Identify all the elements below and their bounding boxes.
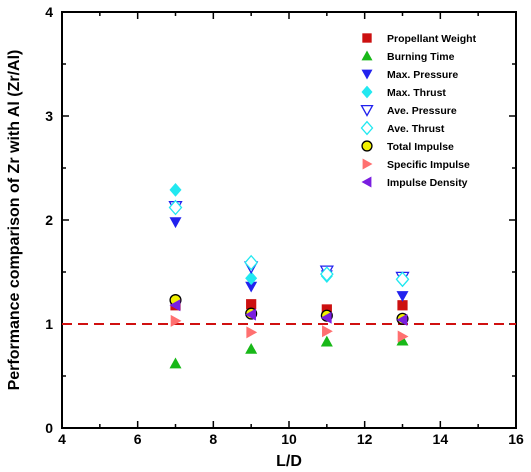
data-point [322,325,333,338]
x-tick-label: 8 [209,431,217,447]
data-point [320,311,332,324]
legend-marker [360,104,374,117]
series-ave-pressure [168,201,410,285]
legend-label: Impulse Density [387,177,468,189]
data-point [396,291,409,302]
axis-ticks [61,11,517,429]
series-max-thrust [169,182,409,288]
data-point [246,299,257,310]
data-point [396,313,408,326]
data-point [397,330,409,343]
legend-marker [361,50,373,61]
y-tick-label: 3 [45,108,53,124]
data-point [245,342,258,354]
x-tick-label: 6 [134,431,142,447]
data-point [245,281,258,293]
legend-marker [362,158,373,170]
y-tick-label: 1 [45,316,53,332]
legend-label: Total Impulse [387,141,454,153]
series-propellant-weight [170,299,408,315]
data-point [245,308,256,321]
legend-marker [361,140,373,152]
data-markers [168,182,410,369]
legend-marker [360,120,374,136]
y-tick-label: 2 [45,212,53,228]
legend-marker [361,85,373,99]
x-tick-label: 16 [508,431,524,447]
series-impulse-density [169,299,408,326]
legend-label: Ave. Thrust [387,123,445,135]
data-point [169,182,182,197]
y-tick-label: 4 [45,4,53,20]
series-total-impulse [169,294,409,325]
legend-label: Specific Impulse [387,159,470,171]
legend-label: Max. Pressure [387,69,458,81]
x-tick-label: 10 [281,431,297,447]
data-point [395,271,410,288]
data-point [245,271,258,286]
data-point [169,299,181,312]
data-point [244,254,259,271]
legend-label: Burning Time [387,51,455,63]
x-tick-label: 12 [357,431,373,447]
data-point [321,304,332,315]
series-max-pressure [169,217,409,302]
legend: Propellant Weight Burning Time Max. Pressu… [360,33,477,189]
legend-label: Ave. Pressure [387,105,457,117]
data-point [168,199,183,216]
data-point [320,335,333,347]
data-point [396,334,409,346]
series-specific-impulse [170,314,409,343]
series-burning-time [169,334,409,369]
legend-label: Propellant Weight [387,33,477,45]
x-axis-title: L/D [276,453,302,470]
series-ave-thrust [168,199,410,288]
data-point [169,357,182,369]
legend-marker [361,176,372,188]
x-tick-label: 14 [433,431,449,447]
y-tick-label: 0 [45,420,53,436]
legend-label: Max. Thrust [387,87,446,99]
legend-marker [361,69,373,80]
x-tick-label: 4 [58,431,66,447]
y-axis-title: Performance comparison of Zr with Al (Zr… [6,50,23,391]
legend-marker [362,33,372,43]
data-point [246,326,258,339]
data-point [319,266,334,282]
data-point [397,300,408,311]
data-point [169,217,182,229]
data-point [170,314,182,327]
